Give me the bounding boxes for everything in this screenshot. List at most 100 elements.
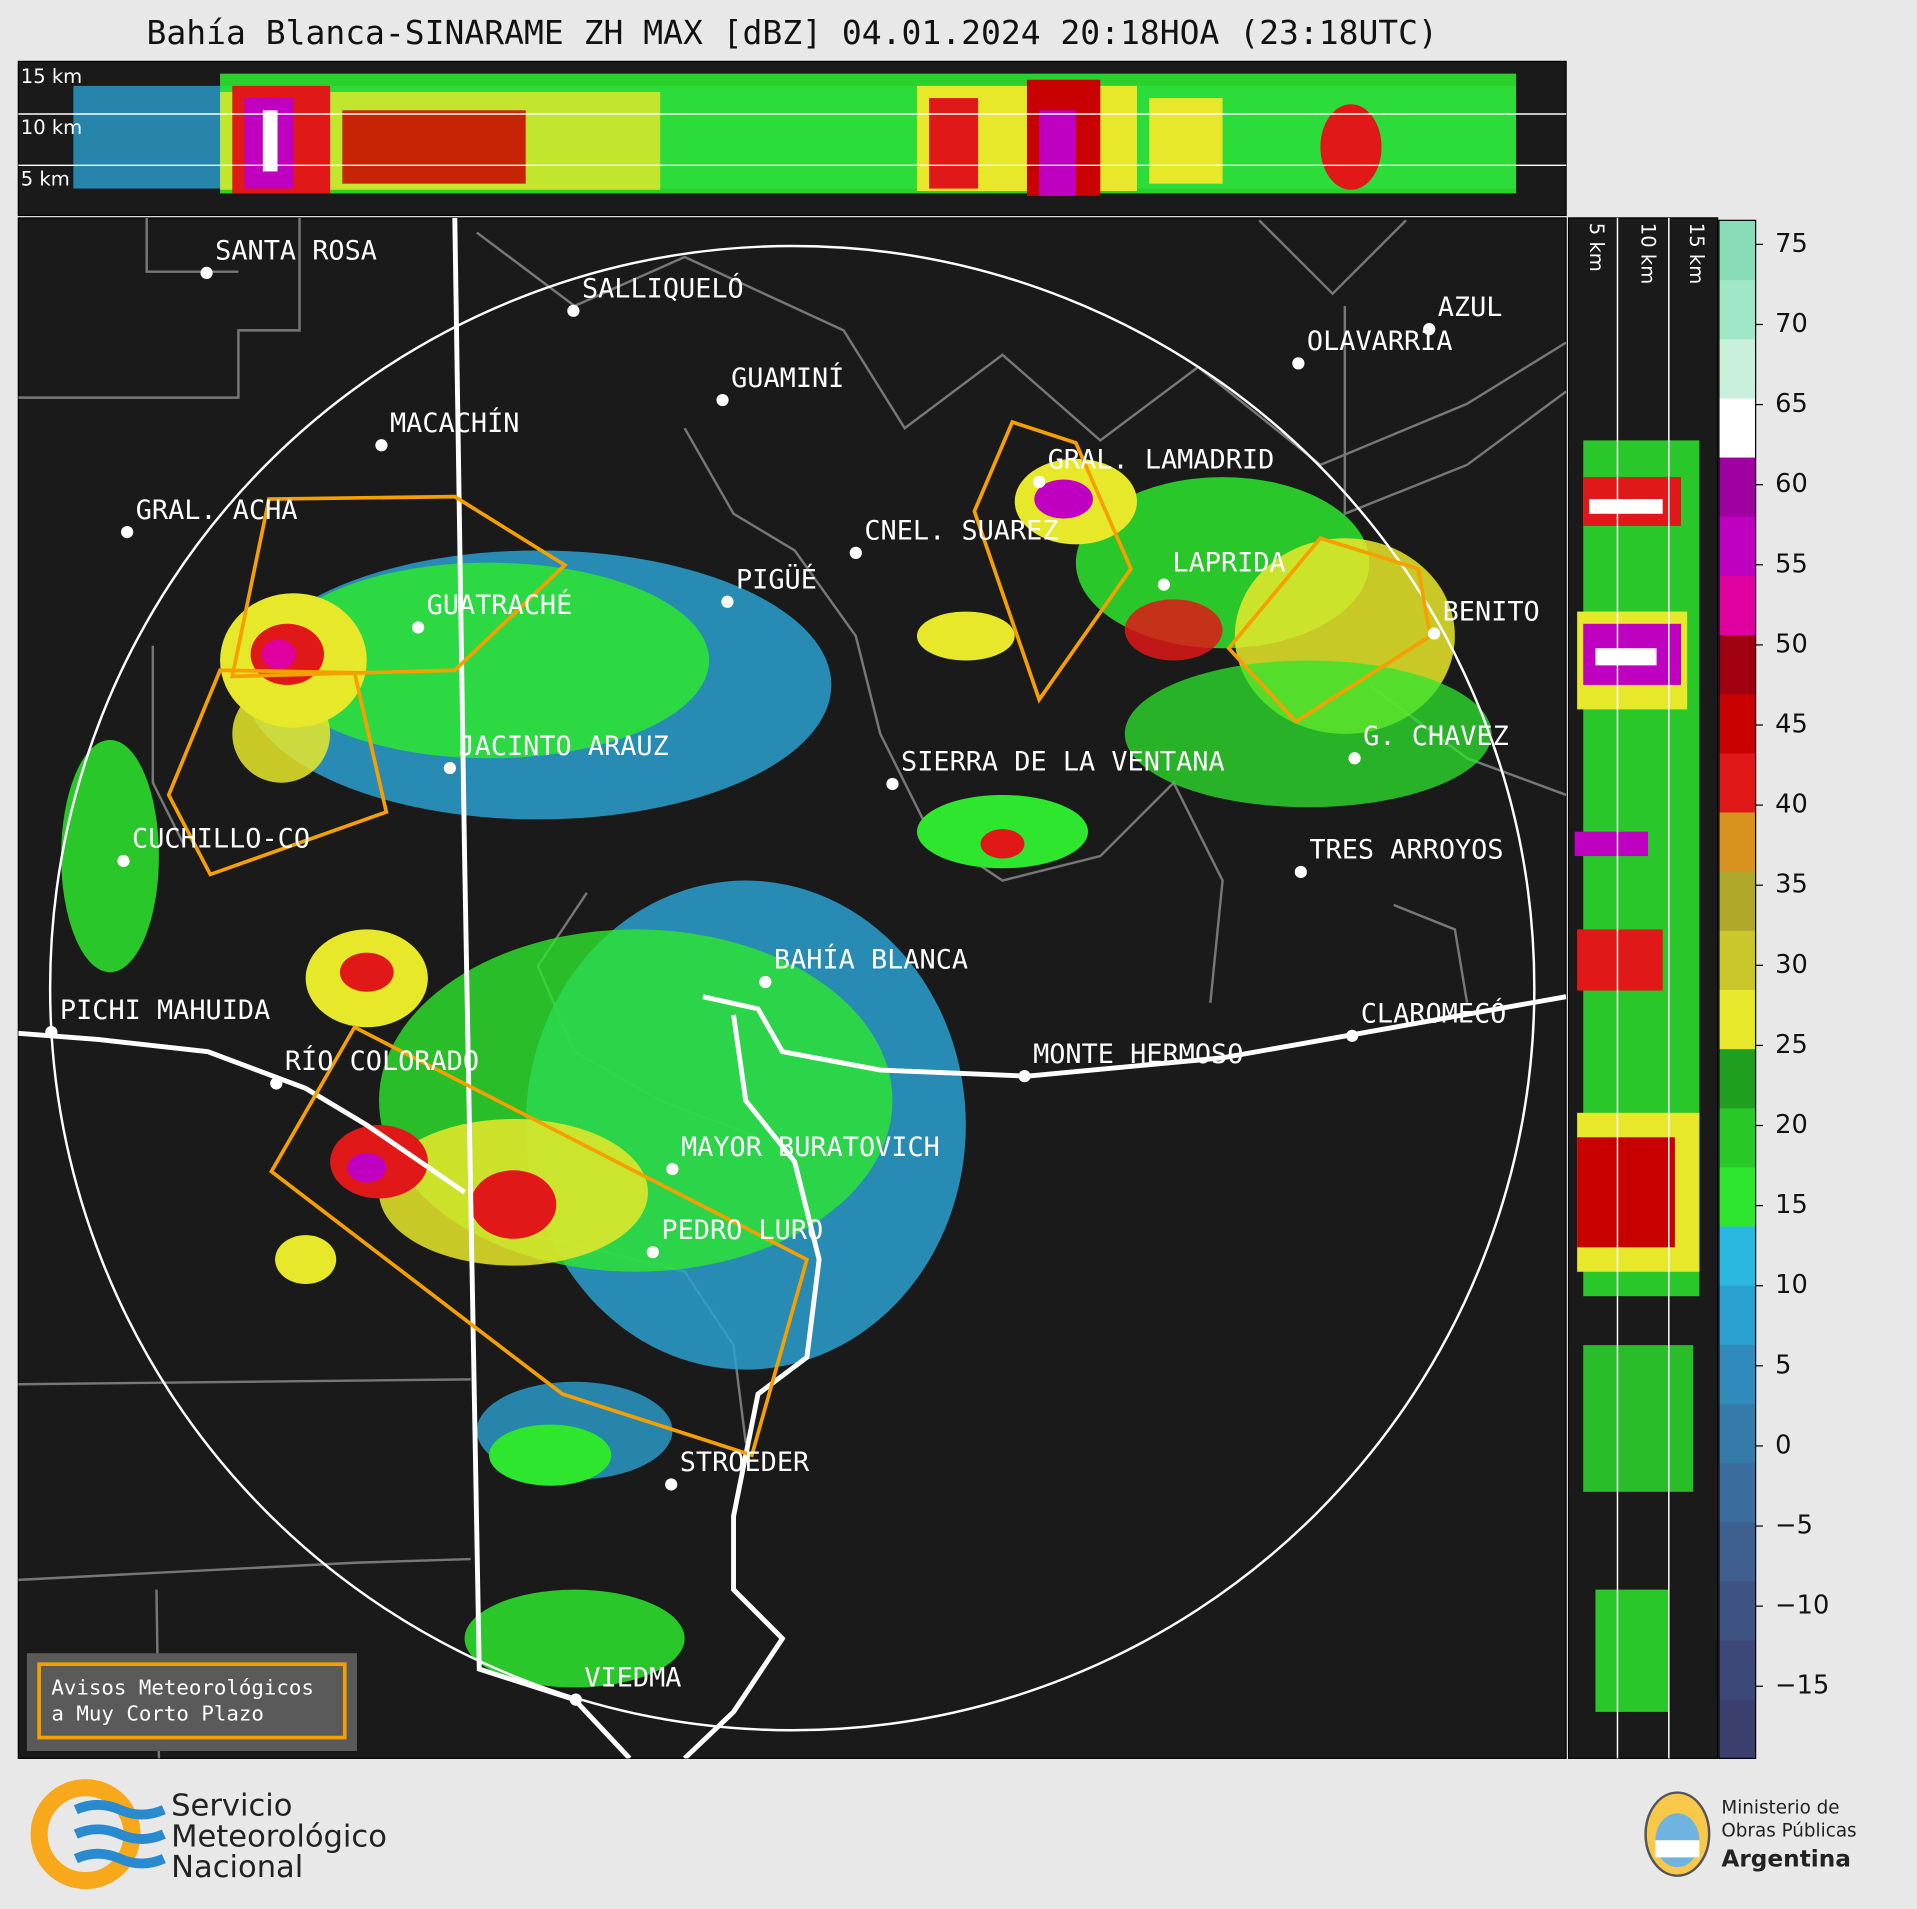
warning-legend xyxy=(26,1653,357,1752)
colorbar-band xyxy=(1718,1521,1756,1582)
colorbar-band xyxy=(1718,220,1756,281)
city-label: MONTE HERMOSO xyxy=(1033,1039,1243,1070)
colorbar-tick-label: 25 xyxy=(1775,1030,1808,1060)
side-echoes xyxy=(1574,440,1700,1712)
city-label: BENITO xyxy=(1443,596,1540,627)
city-dot xyxy=(443,761,457,775)
city-dot xyxy=(45,1026,58,1039)
colorbar-tick-label: 50 xyxy=(1775,629,1808,659)
colorbar-band xyxy=(1718,1403,1756,1464)
colorbar-band xyxy=(1718,989,1756,1050)
coastline xyxy=(682,1014,822,1759)
logo-text: Servicio xyxy=(171,1789,292,1824)
city-dot xyxy=(646,1246,659,1259)
city-dot xyxy=(1018,1070,1031,1083)
coastline xyxy=(702,994,1567,1079)
colorbar-band xyxy=(1718,456,1756,517)
colorbar-tick-label: −15 xyxy=(1775,1671,1829,1701)
city-dot xyxy=(270,1077,283,1090)
city-dot xyxy=(716,393,729,407)
colorbar-tick-label: 10 xyxy=(1775,1270,1808,1300)
colorbar-tick-label: 55 xyxy=(1775,549,1808,579)
radar-echoes xyxy=(61,458,1492,1688)
colorbar-band xyxy=(1718,1166,1756,1227)
city-label: G. CHAVEZ xyxy=(1363,721,1509,752)
city-label: PEDRO LURO xyxy=(661,1215,823,1246)
altitude-label: 5 km xyxy=(21,167,70,190)
city-label: JACINTO ARAUZ xyxy=(458,731,668,762)
colorbar-band xyxy=(1718,1640,1756,1700)
altitude-label: 10 km xyxy=(1636,223,1659,284)
warning-legend-swatch xyxy=(37,1662,347,1740)
colorbar-tick-label: 35 xyxy=(1775,870,1808,900)
city-dot xyxy=(1292,357,1305,370)
colorbar-tick-label: 70 xyxy=(1775,309,1808,339)
altitude-label: 15 km xyxy=(1685,223,1708,284)
city-label: TRES ARROYOS xyxy=(1309,835,1503,866)
colorbar-tick-label: 75 xyxy=(1775,229,1808,259)
colorbar-band xyxy=(1718,930,1756,990)
city-dot xyxy=(200,266,213,280)
colorbar-tick-label: 15 xyxy=(1775,1190,1808,1220)
city-dot xyxy=(567,304,580,317)
river xyxy=(18,1030,466,1195)
colorbar-band xyxy=(1718,575,1756,636)
city-dot xyxy=(412,621,425,634)
colorbar-tick-label: 60 xyxy=(1775,469,1808,499)
city-dot xyxy=(569,1693,582,1706)
colorbar-band xyxy=(1718,752,1756,813)
city-label: CUCHILLO-CO xyxy=(132,824,310,855)
city-dot xyxy=(849,546,862,559)
city-dot xyxy=(665,1478,678,1491)
colorbar-band xyxy=(1718,1225,1756,1286)
colorbar-band xyxy=(1718,1344,1756,1405)
title: Bahía Blanca-SINARAME ZH MAX [dBZ] 04.01… xyxy=(147,13,1438,52)
city-label: RÍO COLORADO xyxy=(285,1045,479,1077)
colorbar-tick-label: 0 xyxy=(1775,1430,1791,1460)
colorbar-tick-label: 20 xyxy=(1775,1110,1808,1140)
city-dot xyxy=(666,1162,679,1176)
colorbar-band xyxy=(1718,1285,1756,1345)
city-dot xyxy=(375,439,388,452)
city-dot xyxy=(1033,475,1046,489)
city-label: GRAL. LAMADRID xyxy=(1048,445,1275,476)
colorbar-band xyxy=(1718,811,1756,872)
city-dot xyxy=(1348,752,1361,765)
map-content: SANTA ROSA SALLIQUELÓ GUAMINÍ MACACHÍN GRAL.… xyxy=(18,217,1567,1759)
smn-logo: Servicio Meteorológico Nacional xyxy=(30,1779,387,1890)
city-label: BAHÍA BLANCA xyxy=(774,944,968,976)
city-dot xyxy=(117,854,130,868)
colorbar-band xyxy=(1718,516,1756,576)
city-label: STROEDER xyxy=(680,1447,810,1478)
colorbar-tick-label: 5 xyxy=(1775,1350,1791,1380)
logo-text: Meteorológico xyxy=(171,1819,387,1854)
city-label: VIEDMA xyxy=(584,1662,681,1693)
colorbar-band xyxy=(1718,693,1756,754)
warning-legend-text: Avisos Meteorológicos xyxy=(51,1676,314,1700)
city-dot xyxy=(121,525,134,539)
city-label: PICHI MAHUIDA xyxy=(60,995,270,1026)
colorbar-tick-label: 45 xyxy=(1775,709,1808,739)
city-label: AZUL xyxy=(1438,292,1503,323)
city-label: SALLIQUELÓ xyxy=(582,273,744,305)
city-label: LAPRIDA xyxy=(1172,547,1285,578)
city-label: MAYOR BURATOVICH xyxy=(681,1132,940,1163)
city-dot xyxy=(1427,627,1441,640)
logo-text: Ministerio de xyxy=(1721,1797,1839,1818)
colorbar-band xyxy=(1718,1699,1756,1759)
colorbar-band xyxy=(1718,634,1756,695)
city-dot xyxy=(721,595,734,608)
altitude-label: 10 km xyxy=(21,116,82,139)
top-echoes xyxy=(73,73,1516,196)
city-label: CNEL. SUAREZ xyxy=(864,516,1058,547)
colorbar-tick-label: −5 xyxy=(1775,1511,1813,1541)
colorbar-band xyxy=(1718,1462,1756,1523)
province-border xyxy=(452,217,632,1759)
logo-text: Obras Públicas xyxy=(1721,1821,1856,1842)
city-dot xyxy=(1294,865,1307,879)
radar-range xyxy=(48,244,1536,1732)
city-label: GUATRACHÉ xyxy=(427,589,573,621)
city-dot xyxy=(1346,1029,1359,1042)
